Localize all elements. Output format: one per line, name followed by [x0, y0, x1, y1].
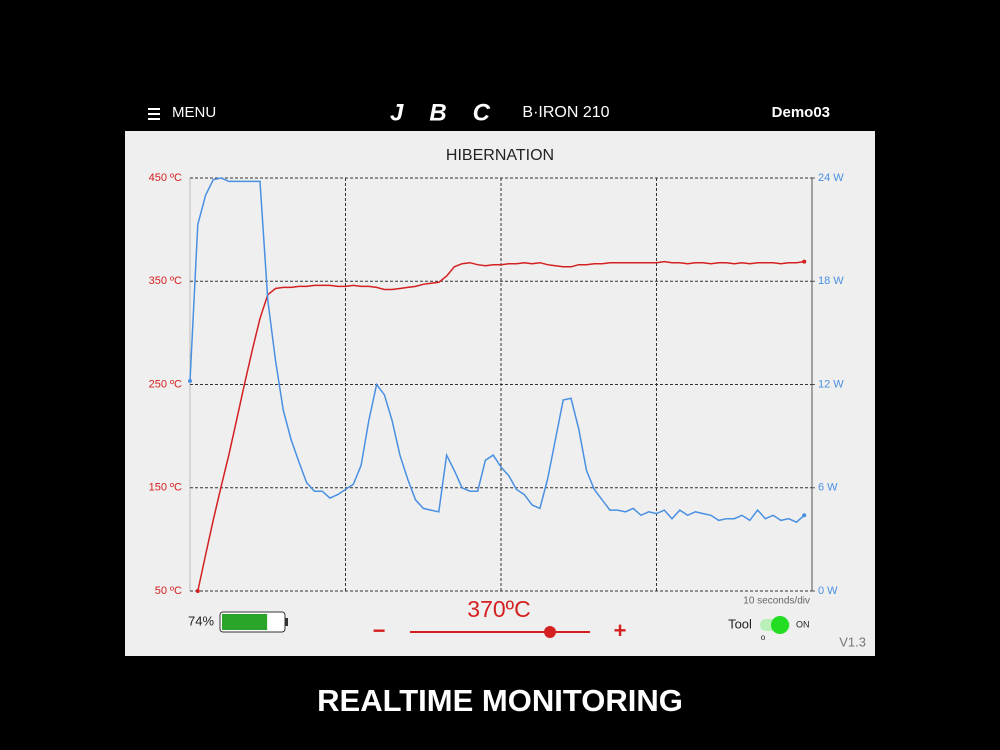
panel — [125, 131, 875, 656]
end-point — [195, 589, 200, 593]
setpoint: 370ºC — [467, 596, 530, 622]
y-tick-label: 450 ºC — [149, 172, 182, 184]
end-point — [802, 513, 807, 518]
series-line — [189, 177, 805, 524]
toggle-knob[interactable] — [771, 616, 789, 634]
brand-logo: JBC — [390, 99, 496, 126]
y2-tick-label: 12 W — [818, 378, 844, 390]
y2-tick-label: 18 W — [818, 275, 844, 287]
y2-tick-label: 0 W — [818, 585, 838, 597]
battery-tip — [285, 618, 288, 626]
battery-level — [222, 614, 268, 630]
y2-tick-label: 24 W — [818, 172, 844, 184]
version: V1.3 — [839, 634, 866, 649]
series-line — [197, 260, 805, 592]
y-tick-label: 150 ºC — [149, 482, 182, 494]
y-tick-label: 250 ºC — [149, 378, 182, 390]
end-point — [802, 259, 807, 264]
toggle-on: ON — [796, 619, 810, 629]
model-name: B·IRON 210 — [522, 104, 609, 121]
chart-title: HIBERNATION — [446, 147, 554, 164]
time-scale: 10 seconds/div — [743, 596, 810, 607]
increase-button[interactable]: + — [614, 618, 627, 643]
battery-label: 74% — [188, 613, 214, 628]
end-point — [188, 379, 192, 384]
caption: REALTIME MONITORING — [317, 683, 683, 718]
slider-knob[interactable] — [544, 626, 556, 638]
toggle-off: o — [761, 633, 766, 642]
menu-icon[interactable] — [148, 108, 160, 120]
y-tick-label: 350 ºC — [149, 275, 182, 287]
menu-label[interactable]: MENU — [172, 104, 216, 121]
station-name: Demo03 — [772, 104, 830, 121]
y-tick-label: 50 ºC — [155, 585, 182, 597]
decrease-button[interactable]: − — [373, 618, 386, 643]
y2-tick-label: 6 W — [818, 482, 838, 494]
tool-label: Tool — [728, 616, 752, 631]
